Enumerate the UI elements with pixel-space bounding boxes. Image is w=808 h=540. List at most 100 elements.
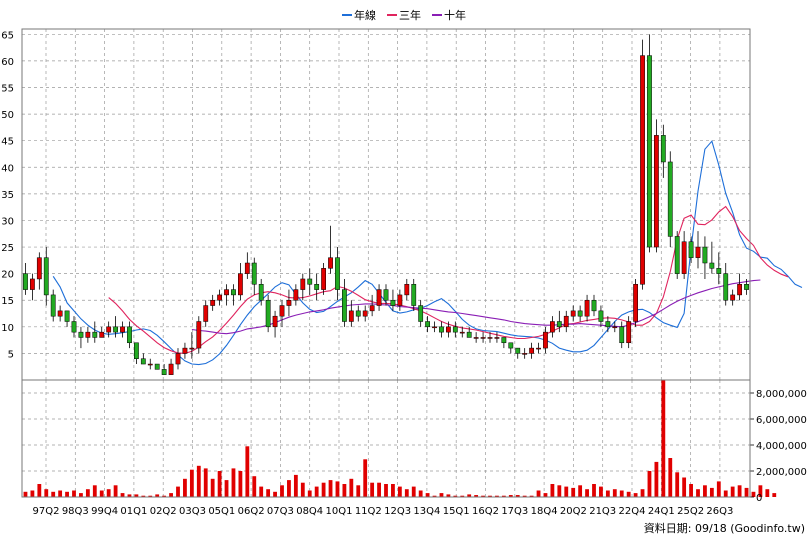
candle-body xyxy=(640,55,645,285)
volume-bar xyxy=(647,471,652,497)
volume-y-tick-label: 2,000,000 xyxy=(756,467,807,478)
volume-y-tick-label: 8,000,000 xyxy=(756,389,807,400)
candle-body xyxy=(348,310,354,322)
candle-body xyxy=(556,321,562,328)
volume-bar xyxy=(661,380,666,497)
volume-y-tick-label: 4,000,000 xyxy=(756,441,807,452)
candle-body xyxy=(730,294,736,301)
volume-bar xyxy=(259,486,264,497)
volume-bar xyxy=(404,489,409,497)
x-tick-label: 03Q3 xyxy=(179,506,206,517)
volume-bar xyxy=(460,495,465,497)
candle-body xyxy=(647,55,652,248)
candle-body xyxy=(265,299,271,328)
candle-body xyxy=(459,331,465,334)
volume-bar xyxy=(79,493,83,497)
x-tick-label: 08Q4 xyxy=(296,506,323,517)
candle-body xyxy=(300,278,306,290)
x-tick-label: 22Q4 xyxy=(619,506,646,517)
volume-bar xyxy=(682,477,687,497)
volume-bar xyxy=(668,458,673,497)
candle-body xyxy=(473,337,479,339)
candle-body xyxy=(667,161,673,237)
volume-bar xyxy=(321,482,326,497)
candle-body xyxy=(57,310,63,317)
volume-bar xyxy=(349,478,354,497)
candle-body xyxy=(154,363,160,370)
x-tick-label: 05Q1 xyxy=(208,506,235,517)
volume-bar xyxy=(751,491,756,497)
candle-body xyxy=(251,262,257,285)
candle-body xyxy=(99,331,105,338)
candle-body xyxy=(598,310,604,322)
volume-bar xyxy=(425,493,430,497)
volume-bar xyxy=(585,489,589,497)
candle-body xyxy=(439,326,444,333)
candle-body xyxy=(709,262,715,269)
candle-body xyxy=(127,326,132,344)
candle-body xyxy=(681,241,687,274)
volume-bar xyxy=(238,471,243,497)
x-tick-label: 18Q4 xyxy=(531,506,558,517)
candle-body xyxy=(716,268,722,274)
candle-body xyxy=(140,358,146,365)
price-y-tick-label: 15 xyxy=(1,296,14,307)
price-y-tick-label: 45 xyxy=(1,137,14,148)
candle-body xyxy=(737,284,742,296)
candle-body xyxy=(674,236,680,274)
volume-bar xyxy=(356,485,361,497)
ma-line-ten-year xyxy=(191,279,761,335)
candle-body xyxy=(744,284,749,290)
candle-body xyxy=(335,257,340,290)
price-y-tick-label: 40 xyxy=(1,163,14,174)
candle-body xyxy=(71,321,77,333)
candle-body xyxy=(85,331,91,338)
volume-bar xyxy=(120,493,125,497)
candle-body xyxy=(383,289,389,301)
price-y-tick-label: 20 xyxy=(1,270,14,281)
volume-bar xyxy=(266,489,271,497)
volume-bar xyxy=(342,484,347,497)
volume-bar xyxy=(730,486,735,497)
volume-bar xyxy=(696,489,700,497)
candle-body xyxy=(591,299,597,312)
volume-bar xyxy=(723,490,728,497)
x-tick-label: 12Q3 xyxy=(384,506,411,517)
candle-body xyxy=(161,369,167,375)
volume-bar xyxy=(252,476,257,497)
x-tick-label: 11Q2 xyxy=(355,506,382,517)
volume-bar xyxy=(772,493,777,497)
candle-body xyxy=(307,278,313,285)
volume-bar xyxy=(557,485,562,497)
volume-bar xyxy=(65,491,69,497)
x-tick-label: 10Q1 xyxy=(326,506,353,517)
volume-bar xyxy=(619,490,624,497)
volume-bar xyxy=(148,495,153,497)
candle-body xyxy=(376,289,382,306)
candle-body xyxy=(30,278,35,290)
candle-body xyxy=(113,326,118,333)
candle-body xyxy=(626,321,632,344)
candle-body xyxy=(203,305,209,322)
candle-body xyxy=(487,337,493,339)
volume-bar xyxy=(467,494,472,497)
volume-bar xyxy=(758,485,763,497)
candle-body xyxy=(231,289,236,296)
x-tick-label: 07Q3 xyxy=(267,506,294,517)
candle-body xyxy=(577,310,583,317)
volume-bar xyxy=(183,478,187,497)
volume-bar xyxy=(224,480,229,497)
volume-y-tick-label: 0 xyxy=(756,493,762,504)
x-tick-label: 01Q1 xyxy=(120,506,147,517)
volume-bar xyxy=(543,493,548,497)
legend-label-three-year: 三年 xyxy=(399,8,421,22)
volume-bar xyxy=(501,495,506,497)
candle-body xyxy=(404,284,410,296)
candle-body xyxy=(411,284,417,306)
candle-body xyxy=(522,353,528,355)
volume-bar xyxy=(377,482,381,497)
price-y-tick-label: 35 xyxy=(1,190,14,201)
volume-bar xyxy=(515,495,520,497)
candle-body xyxy=(619,326,625,344)
candle-body xyxy=(258,284,264,301)
